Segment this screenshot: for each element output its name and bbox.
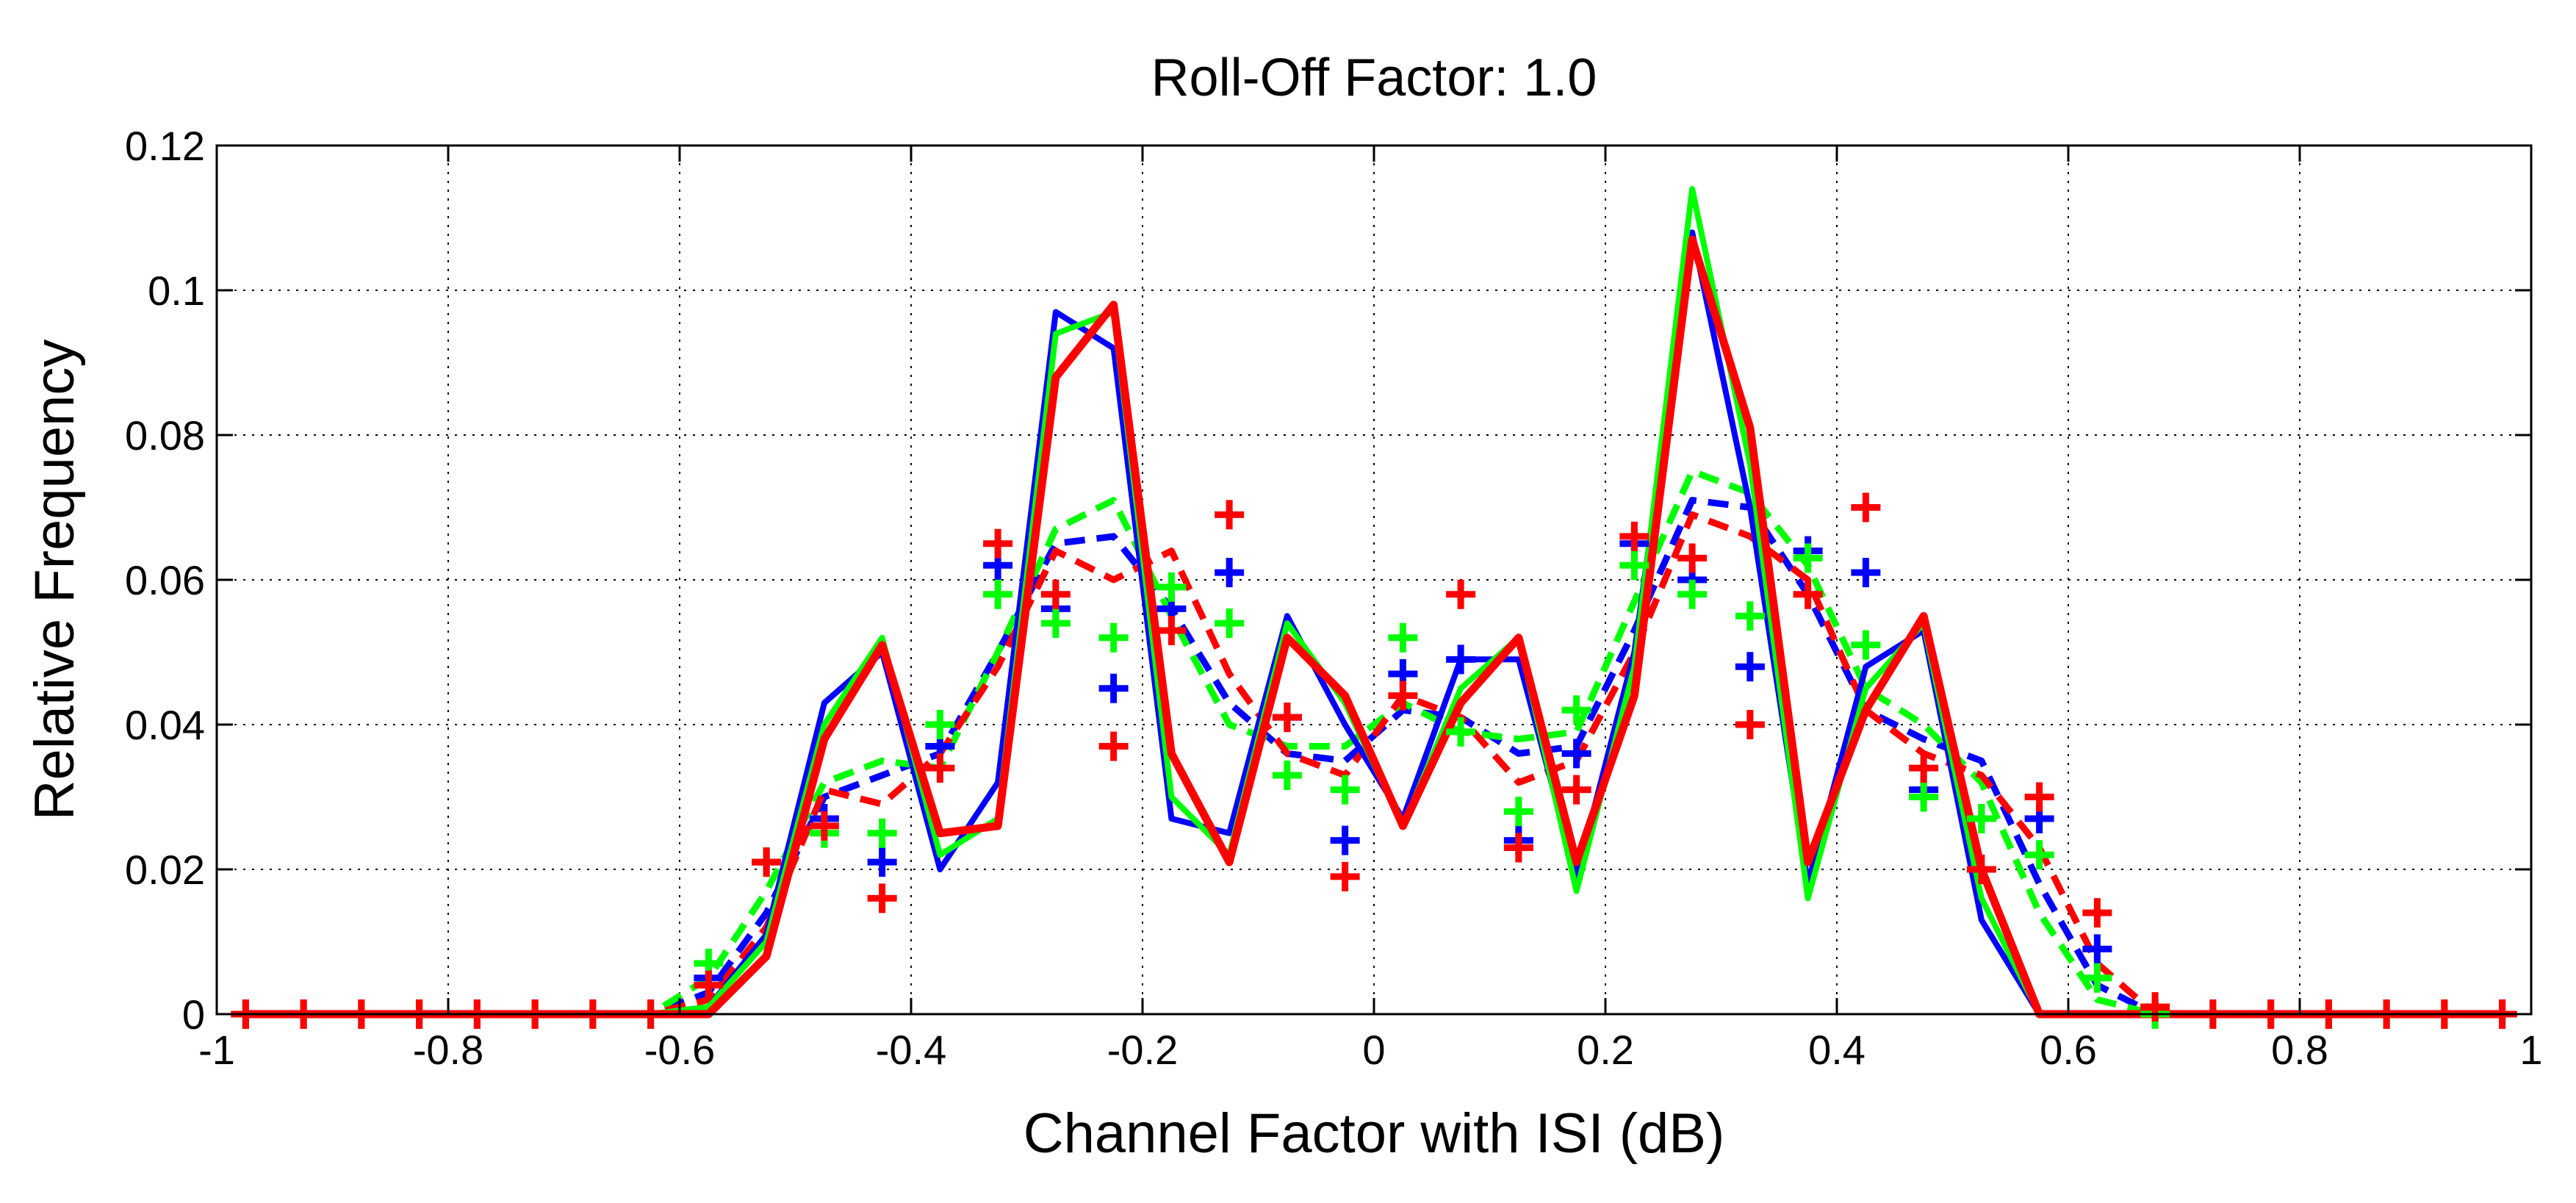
data-point-marker (1215, 608, 1245, 639)
data-point-marker (2024, 782, 2054, 812)
chart-title: Roll-Off Factor: 1.0 (1151, 49, 1597, 107)
y-tick-label: 0.08 (125, 412, 205, 459)
data-point-marker (752, 847, 782, 877)
data-point-marker (983, 579, 1013, 609)
data-point-marker (1330, 825, 1360, 855)
x-tick-label: 0.6 (2040, 1027, 2097, 1073)
data-point-marker (867, 847, 897, 877)
x-axis-label: Channel Factor with ISI (dB) (1023, 1102, 1725, 1165)
data-point-marker (1909, 782, 1939, 812)
x-tick-label: -0.4 (876, 1027, 947, 1073)
data-point-marker (2082, 934, 2112, 964)
axis-ticks: -1 -0.8 -0.6 -0.4 -0.2 0 0.2 0.4 0.6 0.8 1 0 0.02 0.0… (125, 123, 2543, 1073)
y-tick-label: 0.06 (125, 557, 205, 603)
data-point-marker (2140, 992, 2170, 1022)
data-point-marker (1098, 673, 1129, 703)
data-point-marker (1735, 710, 1765, 739)
data-point-marker (925, 753, 955, 783)
data-point-marker (1388, 622, 1418, 653)
y-tick-label: 0.02 (125, 847, 205, 893)
data-point-marker (925, 710, 955, 739)
data-point-marker (1677, 579, 1708, 609)
data-point-marker (867, 883, 897, 913)
x-tick-label: -1 (198, 1027, 235, 1073)
data-point-marker (1735, 601, 1765, 631)
data-point-marker (1966, 855, 1996, 884)
data-point-marker (1851, 492, 1881, 523)
data-point-marker (1619, 521, 1649, 551)
data-point-marker (1793, 543, 1823, 573)
data-point-marker (1503, 833, 1533, 863)
data-point-marker (1735, 652, 1765, 682)
data-point-marker (1851, 630, 1881, 660)
data-point-marker (1446, 644, 1476, 675)
data-point-marker (1098, 622, 1129, 653)
x-tick-label: 0.8 (2271, 1027, 2328, 1073)
y-tick-label: 0.04 (125, 702, 205, 748)
y-axis-label: Relative Frequency (24, 340, 86, 821)
data-point-marker (1156, 615, 1187, 645)
x-tick-label: 1 (2519, 1027, 2542, 1073)
data-point-marker (1098, 731, 1129, 761)
data-point-marker (1966, 804, 1996, 834)
data-point-marker (1040, 608, 1071, 639)
x-tick-label: -0.6 (644, 1027, 716, 1073)
data-point-marker (1330, 775, 1360, 805)
data-point-marker (1619, 550, 1649, 581)
x-tick-label: -0.8 (413, 1027, 484, 1073)
data-point-marker (1272, 703, 1302, 733)
x-tick-label: 0 (1362, 1027, 1385, 1073)
data-point-marker (1388, 680, 1418, 711)
data-point-marker (1156, 572, 1187, 602)
data-point-marker (2082, 898, 2112, 928)
y-tick-label: 0.1 (148, 267, 205, 314)
data-point-marker (1851, 558, 1881, 588)
data-point-marker (2024, 840, 2054, 870)
data-point-marker (2082, 963, 2112, 993)
data-point-marker (1446, 717, 1476, 747)
data-point-marker (1446, 579, 1476, 609)
y-tick-label: 0.12 (125, 123, 205, 169)
data-point-marker (1561, 695, 1591, 725)
x-tick-label: 0.4 (1808, 1027, 1866, 1073)
data-point-marker (1561, 739, 1591, 769)
data-point-marker (1215, 500, 1245, 530)
data-point-marker (1272, 760, 1302, 790)
data-point-marker (1215, 558, 1245, 588)
x-tick-label: -0.2 (1107, 1027, 1179, 1073)
data-point-marker (1793, 579, 1823, 609)
x-tick-label: 0.2 (1577, 1027, 1634, 1073)
data-point-marker (809, 811, 839, 841)
data-point-marker (1330, 861, 1360, 891)
data-point-marker (1040, 579, 1071, 609)
data-point-marker (1909, 753, 1939, 783)
data-point-marker (867, 818, 897, 848)
data-point-marker (1677, 543, 1708, 573)
y-tick-label: 0 (182, 991, 205, 1038)
data-point-marker (694, 970, 724, 1000)
data-point-marker (1561, 775, 1591, 805)
data-point-marker (1503, 797, 1533, 827)
data-point-marker (983, 528, 1013, 559)
